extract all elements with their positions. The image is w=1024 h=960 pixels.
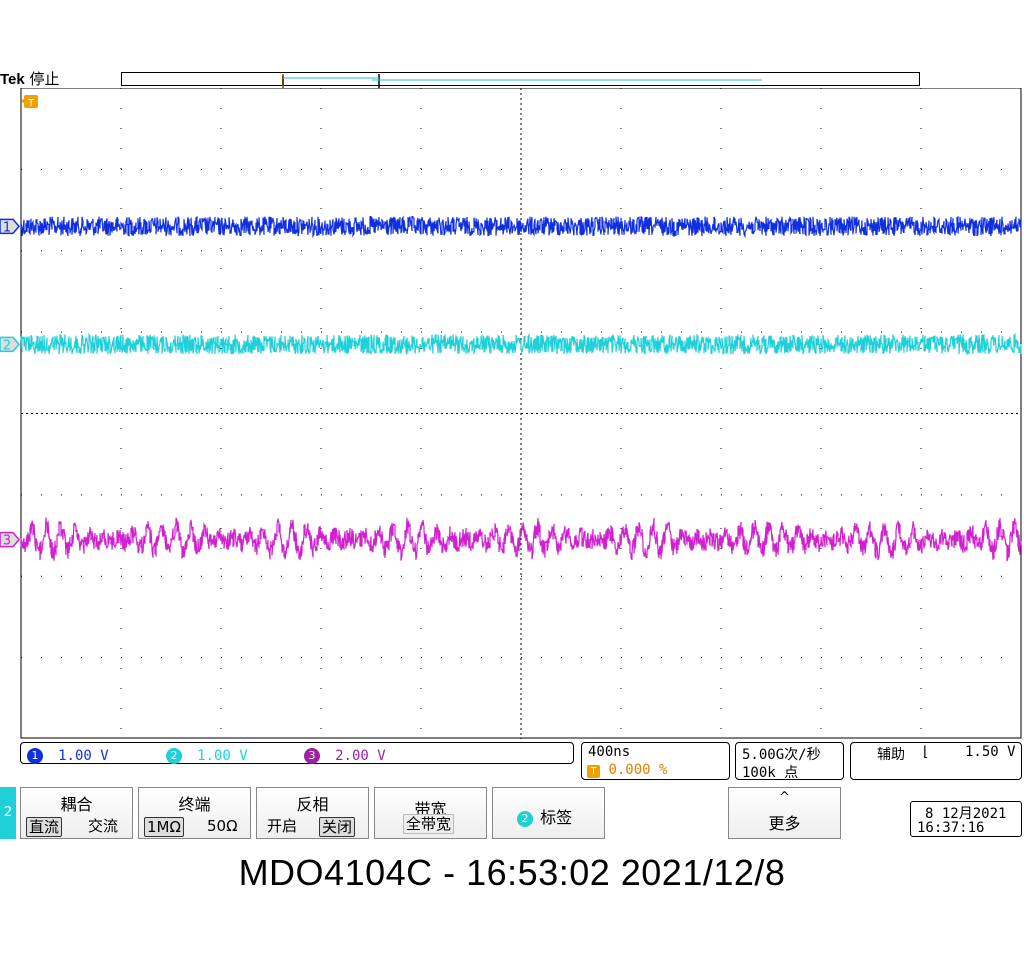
record-length: 100k 点 [742,765,799,781]
record-view-graphic [282,74,762,88]
ch2-marker[interactable]: 2 [0,336,20,353]
clock: 8 12月2021 16:37:16 [910,801,1022,837]
ch3-scale: 2.00 V [335,748,386,764]
invert-on-option[interactable]: 开启 [267,817,298,835]
more-button[interactable]: ^ 更多 [728,787,841,839]
ch2-scale: 1.00 V [197,748,248,764]
coupling-ac-option[interactable]: 交流 [88,817,119,835]
trigger-position-icon: T [587,765,600,778]
ch3-badge: 3 [304,747,320,764]
graticule [20,88,1022,739]
waveform-display[interactable]: T 1 2 3 [0,88,1024,740]
bandwidth-button[interactable]: 带宽 全带宽 [374,787,487,839]
ch2-waveform [20,332,1022,356]
ch1-waveform [20,215,1022,239]
trigger-position-marker[interactable]: T [21,95,38,109]
termination-title: 终端 [178,795,211,814]
screenshot-caption: MDO4104C - 16:53:02 2021/12/8 [238,852,786,893]
waveforms [20,215,1022,562]
bandwidth-value: 全带宽 [403,814,455,834]
clock-time: 16:37:16 [917,820,985,836]
falling-edge-icon: ⌊ [923,744,929,760]
coupling-title: 耦合 [60,795,93,814]
coupling-dc-option[interactable]: 直流 [26,817,63,837]
ch1-badge: 1 [27,747,43,764]
more-label: 更多 [768,814,801,833]
ch2-marker-label: 2 [3,338,11,353]
channel-markers[interactable]: T 1 2 3 [0,95,38,549]
trigger-marker-label: T [27,98,35,109]
coupling-button[interactable]: 耦合 直流 交流 [20,787,133,839]
label-text: 标签 [540,808,573,827]
trigger-source: 辅助 [877,747,905,763]
ch3-marker[interactable]: 3 [0,531,20,549]
invert-off-option[interactable]: 关闭 [319,817,356,837]
acquisition-status: 停止 [29,70,60,88]
label-button[interactable]: 2 标签 [492,787,605,839]
acquisition-readout[interactable]: 5.00G次/秒 100k 点 [735,742,844,781]
timebase-scale: 400ns [588,744,631,760]
chevron-up-icon: ^ [779,790,790,805]
ch1-readout[interactable]: 1 1.00 V [27,745,109,764]
clock-date: 8 12月2021 [925,806,1007,822]
menu-channel-tab[interactable]: 2 [0,787,16,839]
record-view-bar[interactable] [121,72,920,88]
channel-readout-bar[interactable]: 1 1.00 V 2 1.00 V 3 2.00 V [20,742,574,764]
ch1-marker-label: 1 [3,220,11,235]
status-header: Tek 停止 [0,70,60,89]
trigger-position-value: 0.000 % [608,762,668,778]
label-channel-badge: 2 [517,810,533,827]
sample-rate: 5.00G次/秒 [742,747,821,763]
invert-title: 反相 [296,795,329,814]
ch3-readout[interactable]: 3 2.00 V [304,745,386,764]
ch3-marker-label: 3 [3,534,11,549]
ch1-scale: 1.00 V [58,748,109,764]
brand-logo: Tek [0,71,25,88]
timebase-readout[interactable]: 400ns T 0.000 % [581,742,730,780]
trigger-level: 1.50 V [965,744,1016,760]
termination-50ohm-option[interactable]: 50Ω [207,817,238,835]
ch1-marker[interactable]: 1 [0,218,20,235]
termination-button[interactable]: 终端 1MΩ 50Ω [138,787,251,839]
ch3-waveform [20,517,1022,562]
invert-button[interactable]: 反相 开启 关闭 [256,787,369,839]
trigger-readout[interactable]: 辅助 ⌊ 1.50 V [850,742,1022,780]
termination-1mohm-option[interactable]: 1MΩ [144,817,184,837]
ch2-badge: 2 [166,747,182,764]
ch2-readout[interactable]: 2 1.00 V [166,745,248,764]
